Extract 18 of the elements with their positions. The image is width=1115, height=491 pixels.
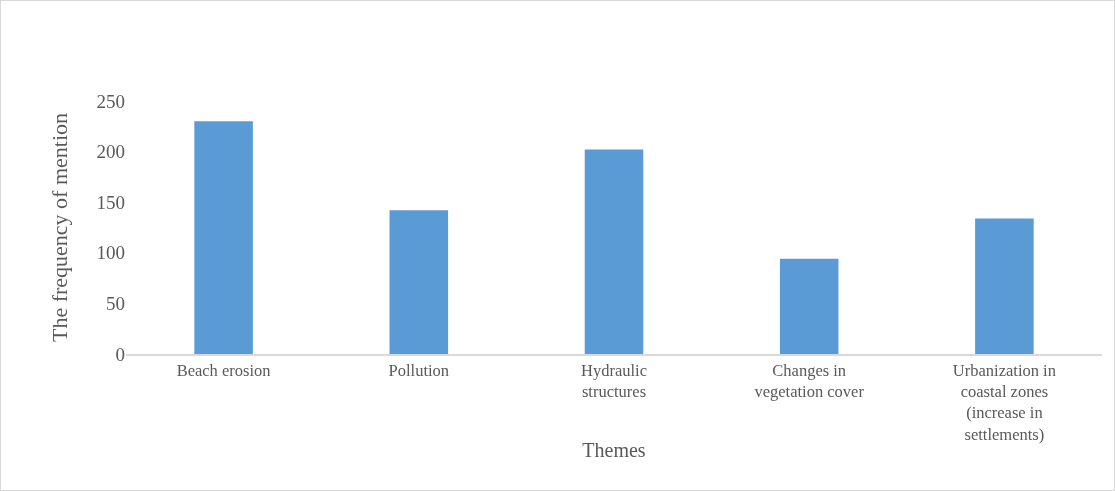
x-axis-title: Themes — [582, 438, 646, 461]
bar — [194, 121, 253, 354]
x-tick-label: Hydraulic structures — [581, 360, 647, 401]
bar — [389, 210, 449, 354]
x-tick-label: Urbanization in coastal zones (increase in settlements) — [952, 360, 1056, 444]
y-tick-label: 0 — [115, 343, 125, 365]
x-tick-label: Changes in vegetation cover — [754, 360, 865, 401]
bar — [975, 218, 1034, 354]
x-tick-label: Pollution — [388, 360, 450, 380]
y-tick-label: 200 — [96, 141, 125, 163]
y-axis-title: The frequency of mention — [47, 112, 73, 343]
y-tick-label: 250 — [96, 90, 125, 112]
x-tick-label: Beach erosion — [176, 360, 271, 380]
bar — [584, 149, 644, 354]
y-tick-label: 100 — [96, 242, 125, 264]
y-tick-label: 150 — [96, 191, 125, 213]
bar — [779, 258, 839, 354]
y-tick-label: 50 — [106, 293, 125, 315]
